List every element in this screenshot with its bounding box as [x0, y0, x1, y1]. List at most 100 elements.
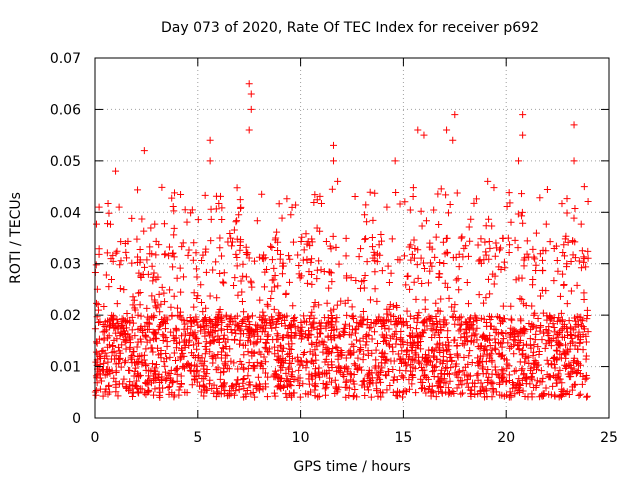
data-point: [399, 388, 407, 396]
y-axis-label: ROTI / TECUs: [8, 192, 24, 284]
data-point: [230, 281, 238, 289]
data-point: [515, 375, 523, 383]
data-point: [389, 302, 397, 310]
data-point: [429, 361, 437, 369]
data-point: [328, 358, 336, 366]
data-point: [172, 325, 180, 333]
data-point: [501, 264, 509, 272]
data-point: [551, 364, 559, 372]
data-point: [160, 358, 168, 366]
data-point: [302, 230, 310, 238]
data-point: [553, 257, 561, 265]
data-point: [445, 370, 453, 378]
data-point: [515, 157, 523, 165]
data-point: [262, 358, 270, 366]
data-point: [506, 241, 514, 249]
data-point: [578, 380, 586, 388]
data-point: [454, 275, 462, 283]
data-point: [268, 319, 276, 327]
data-point: [244, 348, 252, 356]
data-point: [276, 383, 284, 391]
data-point: [308, 308, 316, 316]
data-point: [347, 331, 355, 339]
data-point: [519, 219, 527, 227]
data-point: [539, 256, 547, 264]
data-point: [460, 330, 468, 338]
data-point: [227, 357, 235, 365]
data-point: [466, 372, 474, 380]
data-point: [486, 290, 494, 298]
y-tick-labels: 0 0.01 0.02 0.03 0.04 0.05 0.06 0.07: [50, 51, 81, 427]
data-point: [126, 336, 134, 344]
y-tick-label: 0.07: [50, 51, 81, 67]
data-point: [489, 379, 497, 387]
data-point: [570, 121, 578, 129]
data-point: [202, 338, 210, 346]
data-point: [484, 275, 492, 283]
data-point: [552, 346, 560, 354]
data-point: [206, 157, 214, 165]
data-point: [469, 318, 477, 326]
data-point: [128, 389, 136, 397]
data-point: [150, 269, 158, 277]
data-point: [325, 268, 333, 276]
data-point: [384, 368, 392, 376]
data-point: [133, 377, 141, 385]
data-point: [507, 218, 515, 226]
data-point: [539, 266, 547, 274]
data-point: [284, 350, 292, 358]
data-point: [253, 217, 261, 225]
data-point: [584, 198, 592, 206]
data-point: [211, 326, 219, 334]
data-point: [499, 367, 507, 375]
data-point: [181, 388, 189, 396]
data-point: [557, 392, 565, 400]
data-point: [123, 254, 131, 262]
data-point: [297, 319, 305, 327]
data-point: [247, 390, 255, 398]
data-point: [570, 214, 578, 222]
data-point: [545, 390, 553, 398]
data-point: [469, 326, 477, 334]
data-point: [567, 257, 575, 265]
data-point: [240, 351, 248, 359]
data-point: [441, 316, 449, 324]
data-point: [149, 328, 157, 336]
data-point: [383, 386, 391, 394]
data-point: [129, 319, 137, 327]
data-point: [95, 203, 103, 211]
data-point: [521, 392, 529, 400]
data-point: [558, 316, 566, 324]
data-point: [104, 358, 112, 366]
data-point: [245, 126, 253, 134]
data-point: [128, 214, 136, 222]
data-point: [220, 279, 228, 287]
data-point: [350, 392, 358, 400]
data-point: [556, 340, 564, 348]
data-point: [490, 184, 498, 192]
data-point: [213, 384, 221, 392]
data-point: [176, 353, 184, 361]
data-point: [138, 385, 146, 393]
data-point: [439, 356, 447, 364]
data-point: [406, 285, 414, 293]
data-point: [504, 339, 512, 347]
data-point: [577, 322, 585, 330]
data-point: [526, 335, 534, 343]
data-point: [582, 263, 590, 271]
data-point: [353, 336, 361, 344]
data-point: [327, 332, 335, 340]
data-point: [530, 253, 538, 261]
data-point: [309, 320, 317, 328]
data-point: [192, 335, 200, 343]
data-point: [433, 340, 441, 348]
data-point: [392, 188, 400, 196]
data-point: [344, 296, 352, 304]
data-point: [171, 189, 179, 197]
data-point: [436, 358, 444, 366]
data-point: [403, 362, 411, 370]
data-point: [217, 192, 225, 200]
data-point: [337, 297, 345, 305]
data-point: [455, 263, 463, 271]
data-point: [568, 334, 576, 342]
